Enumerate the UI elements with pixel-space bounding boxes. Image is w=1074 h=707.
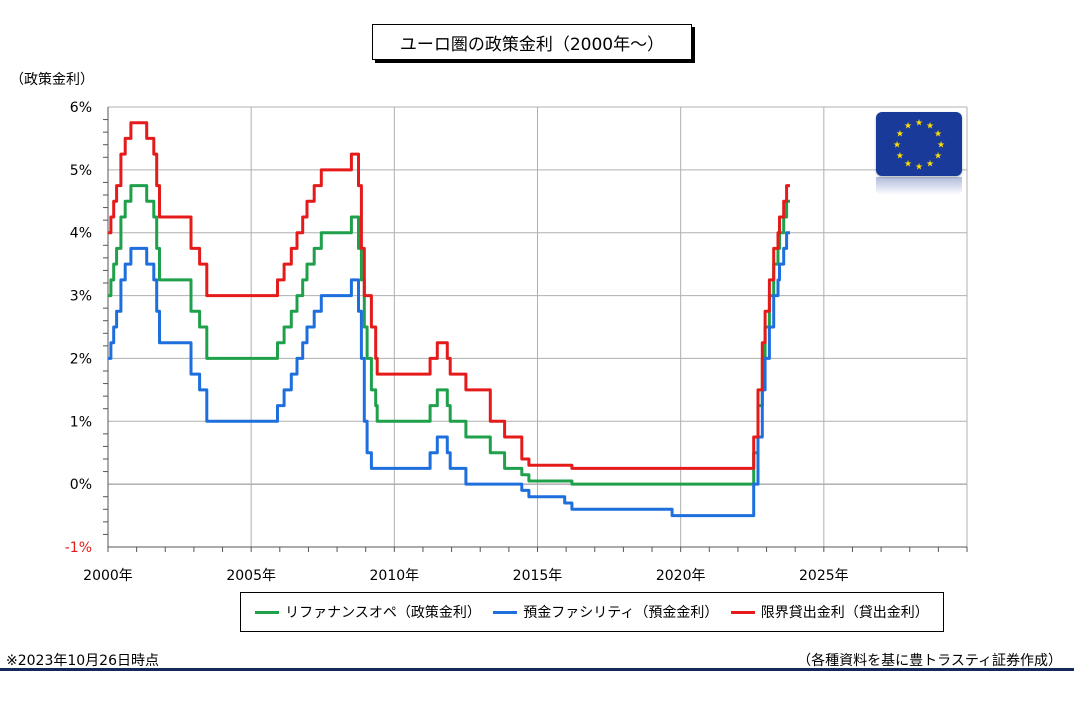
eu-star: ★	[904, 121, 912, 131]
eu-star: ★	[926, 121, 934, 131]
eu-star: ★	[934, 130, 942, 140]
legend-swatch-lending	[730, 610, 755, 614]
eu-star: ★	[904, 160, 912, 170]
series-line-0	[108, 184, 790, 486]
y-tick-label: 2%	[70, 351, 92, 367]
series-line-1	[108, 231, 790, 518]
chart-title: ユーロ圏の政策金利（2000年～）	[372, 24, 692, 60]
eu-star: ★	[893, 141, 901, 151]
x-tick-label: 2005年	[226, 568, 276, 584]
y-tick-label: 6%	[70, 100, 92, 116]
footnote-source: （各種資料を基に豊トラスティ証券作成）	[797, 653, 1062, 669]
legend-item-deposit: 預金ファシリティ（預金金利）	[493, 602, 718, 622]
x-tick-label: 2010年	[370, 568, 420, 584]
eu-flag-icon: ★ ★ ★ ★ ★ ★ ★ ★ ★ ★ ★ ★	[876, 112, 962, 195]
series-line-2	[108, 121, 790, 470]
legend-label-deposit: 預金ファシリティ（預金金利）	[523, 605, 719, 621]
eu-star: ★	[896, 130, 904, 140]
y-tick-label: 4%	[70, 226, 92, 242]
x-tick-label: 2000年	[83, 568, 133, 584]
chart-title-text: ユーロ圏の政策金利（2000年～）	[399, 34, 665, 55]
bottom-rule	[0, 668, 1074, 671]
legend-label-refi: リファナンスオペ（政策金利）	[285, 605, 481, 621]
eu-star: ★	[934, 152, 942, 162]
eu-stars: ★ ★★★★★★★★★★★	[893, 119, 945, 173]
x-tick-label: 2025年	[799, 568, 849, 584]
eu-flag-reflection	[876, 177, 962, 195]
y-tick-label: -1%	[65, 540, 92, 556]
axis-ticks	[103, 107, 968, 552]
eu-flag: ★ ★ ★ ★ ★ ★ ★ ★ ★ ★ ★ ★	[876, 112, 962, 176]
legend-item-lending: 限界貸出金利（貸出金利）	[730, 602, 929, 622]
eu-star: ★	[896, 152, 904, 162]
y-tick-label: 1%	[70, 414, 92, 430]
legend-item-refi: リファナンスオペ（政策金利）	[255, 602, 481, 622]
axis-labels: -1% 0% 1% 2% 3% 4% 5% 6% 2000年 2005年 2010年 2015年 202…	[65, 100, 849, 584]
y-tick-label: 3%	[70, 289, 92, 305]
y-axis-title: （政策金利）	[10, 71, 94, 88]
legend-swatch-refi	[255, 610, 280, 614]
x-tick-label: 2020年	[656, 568, 706, 584]
y-tick-label: 5%	[70, 163, 92, 179]
legend: リファナンスオペ（政策金利） 預金ファシリティ（預金金利） 限界貸出金利（貸出金…	[240, 592, 944, 632]
eu-star: ★	[926, 160, 934, 170]
footnote-date: ※2023年10月26日時点	[6, 653, 159, 669]
legend-swatch-deposit	[493, 610, 518, 614]
x-tick-label: 2015年	[513, 568, 563, 584]
legend-label-lending: 限界貸出金利（貸出金利）	[760, 605, 929, 621]
eu-star: ★	[915, 163, 923, 173]
eu-star: ★	[915, 119, 923, 129]
series-lines	[108, 121, 790, 518]
eu-star: ★	[937, 141, 945, 151]
y-tick-label: 0%	[70, 477, 92, 493]
